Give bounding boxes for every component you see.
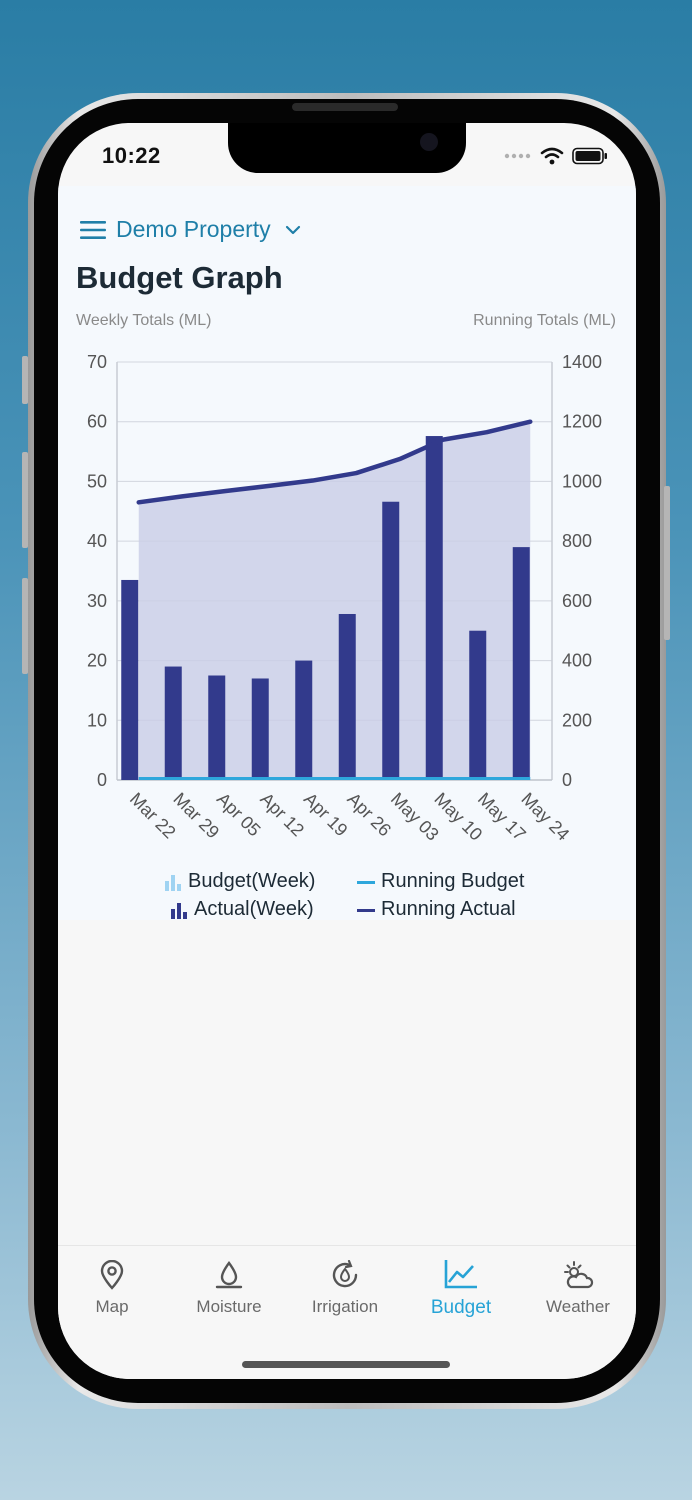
legend-running-actual[interactable]: Running Actual — [357, 898, 516, 921]
chart-line-icon — [444, 1260, 477, 1289]
screen: 10:22 Demo Property — [58, 123, 636, 1379]
map-pin-icon — [100, 1259, 124, 1290]
home-indicator — [242, 1361, 450, 1368]
actual-week-bar — [164, 666, 182, 780]
bar-chart-icon — [171, 902, 187, 919]
right-axis-title: Running Totals (ML) — [473, 312, 616, 329]
silent-switch — [22, 356, 28, 404]
running-actual-line — [136, 419, 533, 505]
camera — [420, 133, 438, 151]
actual-week-bar — [512, 547, 530, 780]
line-swatch-icon — [357, 908, 375, 912]
actual-week-bar — [469, 630, 487, 780]
tab-budget[interactable]: Budget — [403, 1258, 519, 1319]
x-tick-label: Apr 12 — [256, 789, 308, 841]
left-tick-label: 40 — [87, 531, 107, 551]
right-tick-label: 1200 — [562, 412, 602, 432]
right-tick-label: 0 — [562, 770, 572, 790]
right-tick-label: 1400 — [562, 352, 602, 372]
x-tick-label: May 17 — [474, 789, 530, 845]
x-tick-label: Mar 29 — [169, 789, 223, 843]
bar-chart-icon — [165, 874, 181, 891]
legend-running-budget[interactable]: Running Budget — [357, 870, 524, 893]
x-tick-label: May 03 — [387, 789, 443, 845]
x-tick-label: May 24 — [517, 789, 573, 845]
tab-bar: Map Moisture Irrigation Budget — [58, 1245, 636, 1379]
budget-content: Demo Property Budget Graph Weekly Totals… — [58, 186, 636, 920]
left-tick-label: 20 — [87, 651, 107, 671]
right-tick-label: 1000 — [562, 471, 602, 491]
volume-down-button — [22, 578, 28, 674]
tab-label: Moisture — [196, 1297, 262, 1316]
signal-icon — [504, 153, 531, 159]
volume-up-button — [22, 452, 28, 548]
tab-irrigation[interactable]: Irrigation — [287, 1259, 403, 1317]
left-tick-label: 50 — [87, 471, 107, 491]
x-tick-label: May 10 — [430, 789, 486, 845]
tab-map[interactable]: Map — [58, 1259, 170, 1317]
actual-week-bar — [208, 675, 226, 780]
legend-budget-week[interactable]: Budget(Week) — [164, 870, 315, 893]
notch — [228, 123, 466, 173]
tab-moisture[interactable]: Moisture — [171, 1260, 287, 1317]
sun-cloud-icon — [564, 1261, 594, 1289]
tab-label: Irrigation — [311, 1297, 379, 1316]
x-tick-label: Apr 19 — [300, 789, 352, 841]
budget-chart: 0 0 10 200 20 400 30 600 40 800 50 1000 60 1200 70 1400… — [87, 352, 602, 845]
tab-label: Weather — [546, 1297, 610, 1316]
left-tick-label: 70 — [87, 352, 107, 372]
line-swatch-icon — [357, 880, 375, 884]
legend-label: Running Budget — [381, 870, 525, 892]
left-tick-label: 10 — [87, 710, 107, 730]
x-tick-label: Mar 22 — [126, 789, 180, 843]
actual-week-bar — [251, 678, 269, 780]
right-tick-label: 400 — [562, 651, 592, 671]
status-time: 10:22 — [102, 143, 161, 168]
page-title: Budget Graph — [76, 260, 283, 295]
right-tick-label: 200 — [562, 710, 592, 730]
chevron-down-icon[interactable] — [285, 225, 301, 235]
menu-icon[interactable] — [80, 220, 106, 240]
left-axis-title: Weekly Totals (ML) — [76, 312, 212, 329]
legend-actual-week[interactable]: Actual(Week) — [170, 898, 314, 921]
water-drop-icon — [215, 1261, 243, 1289]
right-tick-label: 800 — [562, 531, 592, 551]
tab-weather[interactable]: Weather — [520, 1260, 636, 1317]
x-tick-label: Apr 05 — [213, 789, 265, 841]
power-button — [664, 486, 670, 640]
irrigation-icon — [332, 1259, 358, 1288]
actual-week-bar — [295, 660, 313, 780]
tab-label: Map — [95, 1297, 129, 1316]
right-tick-label: 600 — [562, 591, 592, 611]
x-tick-label: Apr 26 — [343, 789, 395, 841]
battery-icon — [572, 147, 607, 165]
legend-label: Budget(Week) — [188, 870, 316, 892]
property-selector[interactable]: Demo Property — [80, 216, 301, 243]
legend-label: Running Actual — [381, 898, 516, 920]
actual-week-bar — [121, 579, 139, 780]
status-icons — [504, 147, 608, 165]
wifi-icon — [540, 147, 564, 165]
property-name[interactable]: Demo Property — [116, 216, 271, 242]
actual-week-bar — [338, 613, 356, 780]
tab-label: Budget — [430, 1297, 492, 1318]
left-tick-label: 0 — [97, 770, 107, 790]
left-tick-label: 30 — [87, 591, 107, 611]
left-tick-label: 60 — [87, 412, 107, 432]
speaker-grille — [292, 103, 398, 111]
legend-label: Actual(Week) — [194, 898, 314, 920]
actual-week-bar — [382, 501, 400, 780]
actual-week-bar — [425, 436, 443, 780]
